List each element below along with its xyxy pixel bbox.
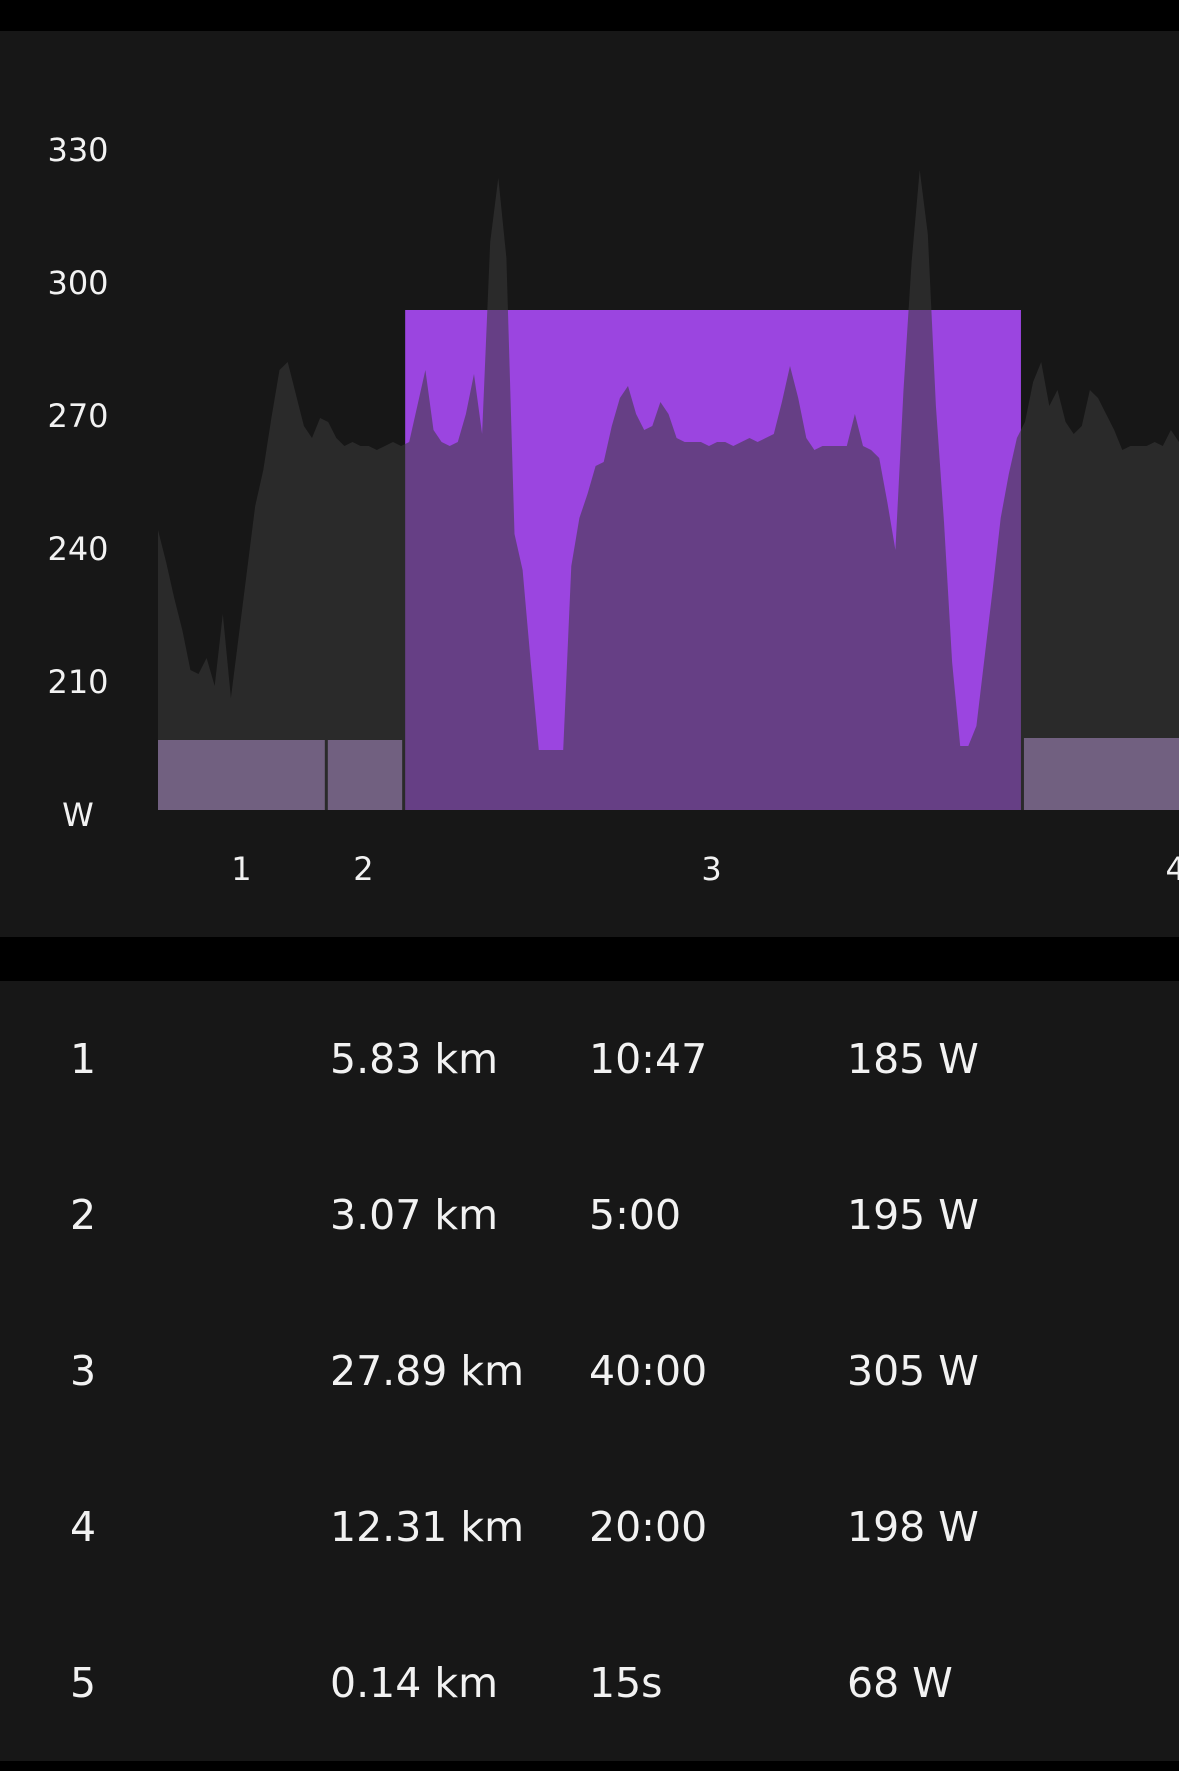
table-row[interactable]: 2 3.07 km 5:00 195 W	[0, 1137, 1179, 1293]
y-tick-label: 330	[47, 131, 108, 169]
lap-power: 198 W	[847, 1503, 979, 1551]
lap-time: 15s	[589, 1659, 663, 1707]
lap-power: 305 W	[847, 1347, 979, 1395]
power-area	[158, 170, 1179, 810]
power-chart-svg: 1 2 3 4 330 300 270 240 210 W	[47, 131, 1179, 888]
lap-number: 1	[70, 1035, 97, 1083]
lap-number: 4	[70, 1503, 97, 1551]
y-tick-label: W	[62, 796, 94, 834]
lap-tick-label: 4	[1165, 850, 1179, 888]
lap-power: 195 W	[847, 1191, 979, 1239]
y-tick-label: 210	[47, 663, 108, 701]
y-tick-label: 240	[47, 530, 108, 568]
table-row[interactable]: 5 0.14 km 15s 68 W	[0, 1605, 1179, 1761]
lap-distance: 3.07 km	[330, 1191, 499, 1239]
lap-distance: 12.31 km	[330, 1503, 525, 1551]
lap-number: 2	[70, 1191, 97, 1239]
lap-number: 5	[70, 1659, 97, 1707]
lap-tick-label: 2	[353, 850, 373, 888]
lap-distance: 27.89 km	[330, 1347, 525, 1395]
lap-time: 10:47	[589, 1035, 708, 1083]
lap-number: 3	[70, 1347, 97, 1395]
lap-time: 40:00	[589, 1347, 708, 1395]
lap-time: 5:00	[589, 1191, 682, 1239]
lap-distance: 0.14 km	[330, 1659, 499, 1707]
lap-time: 20:00	[589, 1503, 708, 1551]
y-tick-label: 270	[47, 397, 108, 435]
lap-distance: 5.83 km	[330, 1035, 499, 1083]
lap-power: 185 W	[847, 1035, 979, 1083]
lap-tick-label: 3	[701, 850, 721, 888]
table-row[interactable]: 4 12.31 km 20:00 198 W	[0, 1449, 1179, 1605]
lap-power: 68 W	[847, 1659, 953, 1707]
y-tick-label: 300	[47, 264, 108, 302]
power-area-layer	[158, 170, 1179, 810]
power-chart[interactable]: 1 2 3 4 330 300 270 240 210 W	[0, 31, 1179, 937]
y-axis: 330 300 270 240 210 W	[47, 131, 108, 834]
lap-tick-label: 1	[231, 850, 251, 888]
lap-table: 1 5.83 km 10:47 185 W 2 3.07 km 5:00 195…	[0, 981, 1179, 1761]
table-row[interactable]: 3 27.89 km 40:00 305 W	[0, 1293, 1179, 1449]
table-row[interactable]: 1 5.83 km 10:47 185 W	[0, 981, 1179, 1137]
